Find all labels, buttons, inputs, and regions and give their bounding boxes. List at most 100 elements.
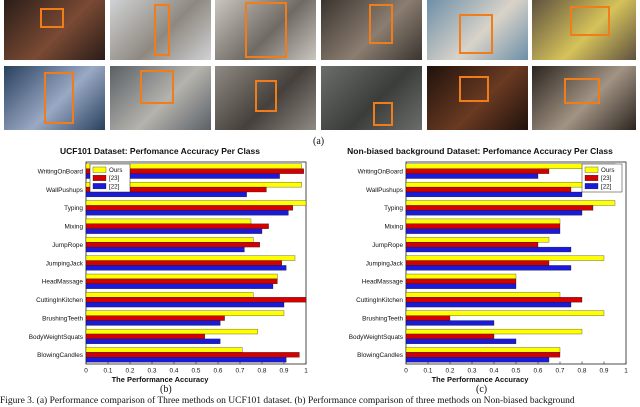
bar-23 (405, 168, 550, 174)
bar-22 (405, 228, 561, 234)
bar-23 (85, 205, 293, 211)
bar-22 (85, 173, 280, 179)
x-tick-label: 1 (624, 368, 628, 375)
bar-22 (85, 357, 287, 363)
legend-entry: Ours (601, 167, 614, 174)
legend-swatch (92, 183, 107, 190)
category-label: BrushingTeeth (42, 315, 83, 322)
bar-23 (405, 278, 517, 284)
bar-23 (405, 186, 572, 193)
category-label: HeadMassage (362, 279, 404, 286)
bar-22 (85, 302, 285, 308)
x-tick-label: 0.5 (192, 368, 201, 375)
category-label: CuttingInKitchen (356, 297, 403, 304)
bar-23 (85, 297, 307, 303)
legend-swatch (584, 183, 599, 190)
legend-entry: [23] (109, 175, 120, 182)
category-label: JumpRope (52, 242, 83, 249)
x-tick-label: 0.8 (578, 368, 587, 375)
category-label: BodyWeightSquats (349, 334, 403, 341)
bar-23 (405, 352, 561, 358)
chart-plot: WritingOnBoard WallPushups Typing Mixing Jum… (349, 161, 628, 375)
category-label: WritingOnBoard (358, 168, 404, 175)
x-tick-label: 0.9 (280, 368, 289, 375)
category-label: HeadMassage (42, 279, 84, 286)
subfigure-label-b: (b) (160, 384, 172, 395)
photo-grid (4, 0, 636, 132)
bar-Ours (405, 237, 550, 243)
photo-writing-on-board (4, 0, 105, 60)
chart-plot: WritingOnBoard WallPushups Typing Mixing Jum… (29, 161, 308, 375)
bar-23 (85, 242, 260, 248)
bar-22 (85, 191, 247, 198)
legend: Ours[23][22] (89, 163, 131, 193)
category-label: Mixing (385, 224, 404, 231)
category-label: WallPushups (46, 187, 83, 194)
bar-23 (85, 223, 269, 229)
bar-Ours (85, 200, 307, 206)
bar-Ours (405, 328, 583, 335)
bar-22 (405, 338, 517, 344)
photo-jump-rope (321, 0, 422, 60)
subfigure-label-a: (a) (313, 136, 325, 147)
x-tick-label: 0.1 (424, 368, 433, 375)
x-tick-label: 0.4 (490, 368, 499, 375)
category-label: Mixing (65, 224, 84, 231)
x-tick-label: 0.5 (512, 368, 521, 375)
bar-Ours (85, 347, 243, 353)
bar-Ours (405, 218, 561, 224)
legend-swatch (92, 175, 107, 181)
category-label: JumpRope (372, 242, 403, 249)
bar-Ours (405, 292, 561, 298)
figure-caption: Figure 3. (a) Performance comparison of … (0, 396, 575, 406)
bar-23 (405, 315, 451, 321)
photo-typing (532, 66, 636, 130)
x-tick-label: 1 (304, 368, 308, 375)
bar-22 (85, 246, 245, 253)
bar-22 (405, 246, 572, 253)
bar-Ours (405, 347, 561, 353)
bar-23 (85, 315, 225, 321)
bar-22 (85, 210, 289, 216)
bar-23 (405, 242, 539, 248)
bar-22 (405, 265, 572, 271)
x-tick-label: 0.7 (556, 368, 565, 375)
legend-entry: [22] (109, 183, 120, 190)
bar-23 (405, 297, 583, 303)
legend-swatch (584, 175, 599, 181)
bar-Ours (405, 310, 605, 316)
legend-entry: [22] (601, 183, 612, 190)
bar-Ours (85, 237, 254, 243)
bar-23 (85, 352, 300, 358)
photo-jumping-jack (215, 0, 316, 60)
x-tick-label: 0 (404, 368, 408, 375)
x-tick-label: 0.6 (214, 368, 223, 375)
photo-wall-pushups (110, 0, 211, 60)
chart-ucf101: UCF101 Dataset: Perfomance Accuracy Per … (2, 146, 318, 390)
x-tick-label: 0.8 (258, 368, 267, 375)
bar-23 (85, 260, 282, 266)
legend: Ours[23][22] (581, 163, 623, 193)
legend-entry: Ours (109, 167, 122, 174)
bar-22 (405, 283, 517, 289)
bar-23 (85, 278, 278, 284)
x-tick-label: 0.7 (236, 368, 245, 375)
photo-brushing-teeth (321, 66, 422, 130)
x-tick-label: 0.9 (600, 368, 609, 375)
photo-mixing (532, 0, 636, 60)
category-label: WritingOnBoard (38, 168, 84, 175)
x-tick-label: 0.4 (170, 368, 179, 375)
bar-22 (405, 320, 495, 326)
legend-entry: [23] (601, 175, 612, 182)
bar-Ours (405, 273, 517, 280)
category-label: Typing (384, 205, 403, 212)
bar-Ours (405, 200, 616, 206)
category-label: JumpingJack (46, 260, 84, 267)
bar-22 (85, 265, 287, 271)
category-label: BlowingCandles (357, 352, 403, 359)
category-label: CuttingInKitchen (36, 297, 83, 304)
chart-title: Non-biased background Dataset: Perfomanc… (347, 146, 613, 156)
bar-22 (405, 191, 583, 198)
legend-swatch (584, 166, 599, 173)
bar-22 (85, 283, 274, 289)
